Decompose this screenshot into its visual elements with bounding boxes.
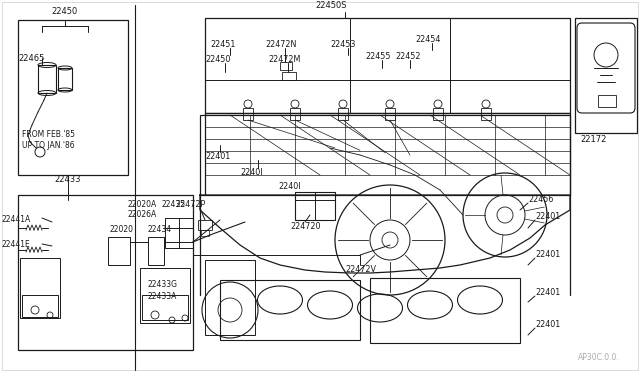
Text: 224720: 224720: [290, 222, 321, 231]
Text: 2240l: 2240l: [278, 182, 301, 191]
Text: AP30C.0.0.: AP30C.0.0.: [579, 353, 620, 362]
Bar: [108, 237, 130, 265]
Text: 22433G: 22433G: [148, 280, 178, 289]
Bar: [142, 295, 188, 320]
Text: 22472V: 22472V: [345, 265, 376, 274]
Text: 22401: 22401: [535, 288, 560, 297]
Text: 22455: 22455: [365, 52, 390, 61]
Bar: [18, 195, 193, 350]
Text: UP TO JAN.'86: UP TO JAN.'86: [22, 141, 75, 150]
Bar: [58, 68, 72, 90]
Bar: [370, 278, 520, 343]
Bar: [575, 18, 637, 133]
Bar: [598, 95, 616, 107]
Text: 22453: 22453: [330, 40, 355, 49]
Bar: [165, 218, 193, 248]
Text: 2240l: 2240l: [240, 168, 262, 177]
Text: 22456: 22456: [528, 195, 554, 204]
Text: 22450: 22450: [205, 55, 230, 64]
Bar: [38, 65, 56, 93]
Bar: [481, 108, 491, 120]
Text: 22172: 22172: [580, 135, 606, 144]
Text: 22433: 22433: [55, 175, 81, 184]
Bar: [201, 230, 209, 236]
Bar: [20, 258, 60, 318]
Bar: [290, 108, 300, 120]
Bar: [282, 72, 296, 80]
Bar: [295, 192, 335, 220]
Text: 22452: 22452: [395, 52, 420, 61]
Bar: [205, 18, 570, 113]
Bar: [140, 268, 190, 323]
Text: FROM FEB.'85: FROM FEB.'85: [22, 130, 75, 139]
Bar: [243, 108, 253, 120]
Text: 22401: 22401: [535, 250, 560, 259]
Bar: [18, 20, 128, 175]
Bar: [433, 108, 443, 120]
Text: 22401: 22401: [205, 152, 230, 161]
Text: 22451: 22451: [210, 40, 236, 49]
Text: 22441E: 22441E: [2, 240, 31, 249]
Text: 22472P: 22472P: [175, 200, 205, 209]
Bar: [280, 62, 292, 70]
Text: 22472M: 22472M: [268, 55, 300, 64]
Text: 22441A: 22441A: [2, 215, 31, 224]
Text: 22435: 22435: [162, 200, 186, 209]
Text: 22465: 22465: [18, 54, 44, 63]
Text: 22433A: 22433A: [148, 292, 177, 301]
Text: 22026A: 22026A: [128, 210, 157, 219]
Text: 22450S: 22450S: [315, 1, 346, 10]
Bar: [385, 108, 395, 120]
Bar: [200, 115, 570, 195]
Text: 22020: 22020: [110, 225, 134, 234]
Bar: [148, 237, 164, 265]
Text: 22472N: 22472N: [265, 40, 296, 49]
Bar: [220, 280, 360, 340]
Text: 22401: 22401: [535, 212, 560, 221]
Text: 22020A: 22020A: [128, 200, 157, 209]
Bar: [22, 295, 58, 317]
Bar: [205, 260, 255, 335]
Bar: [198, 220, 212, 230]
Text: 22454: 22454: [415, 35, 440, 44]
Text: 22434: 22434: [148, 225, 172, 234]
Text: 22450: 22450: [52, 7, 78, 16]
Text: 22401: 22401: [535, 320, 560, 329]
Bar: [338, 108, 348, 120]
